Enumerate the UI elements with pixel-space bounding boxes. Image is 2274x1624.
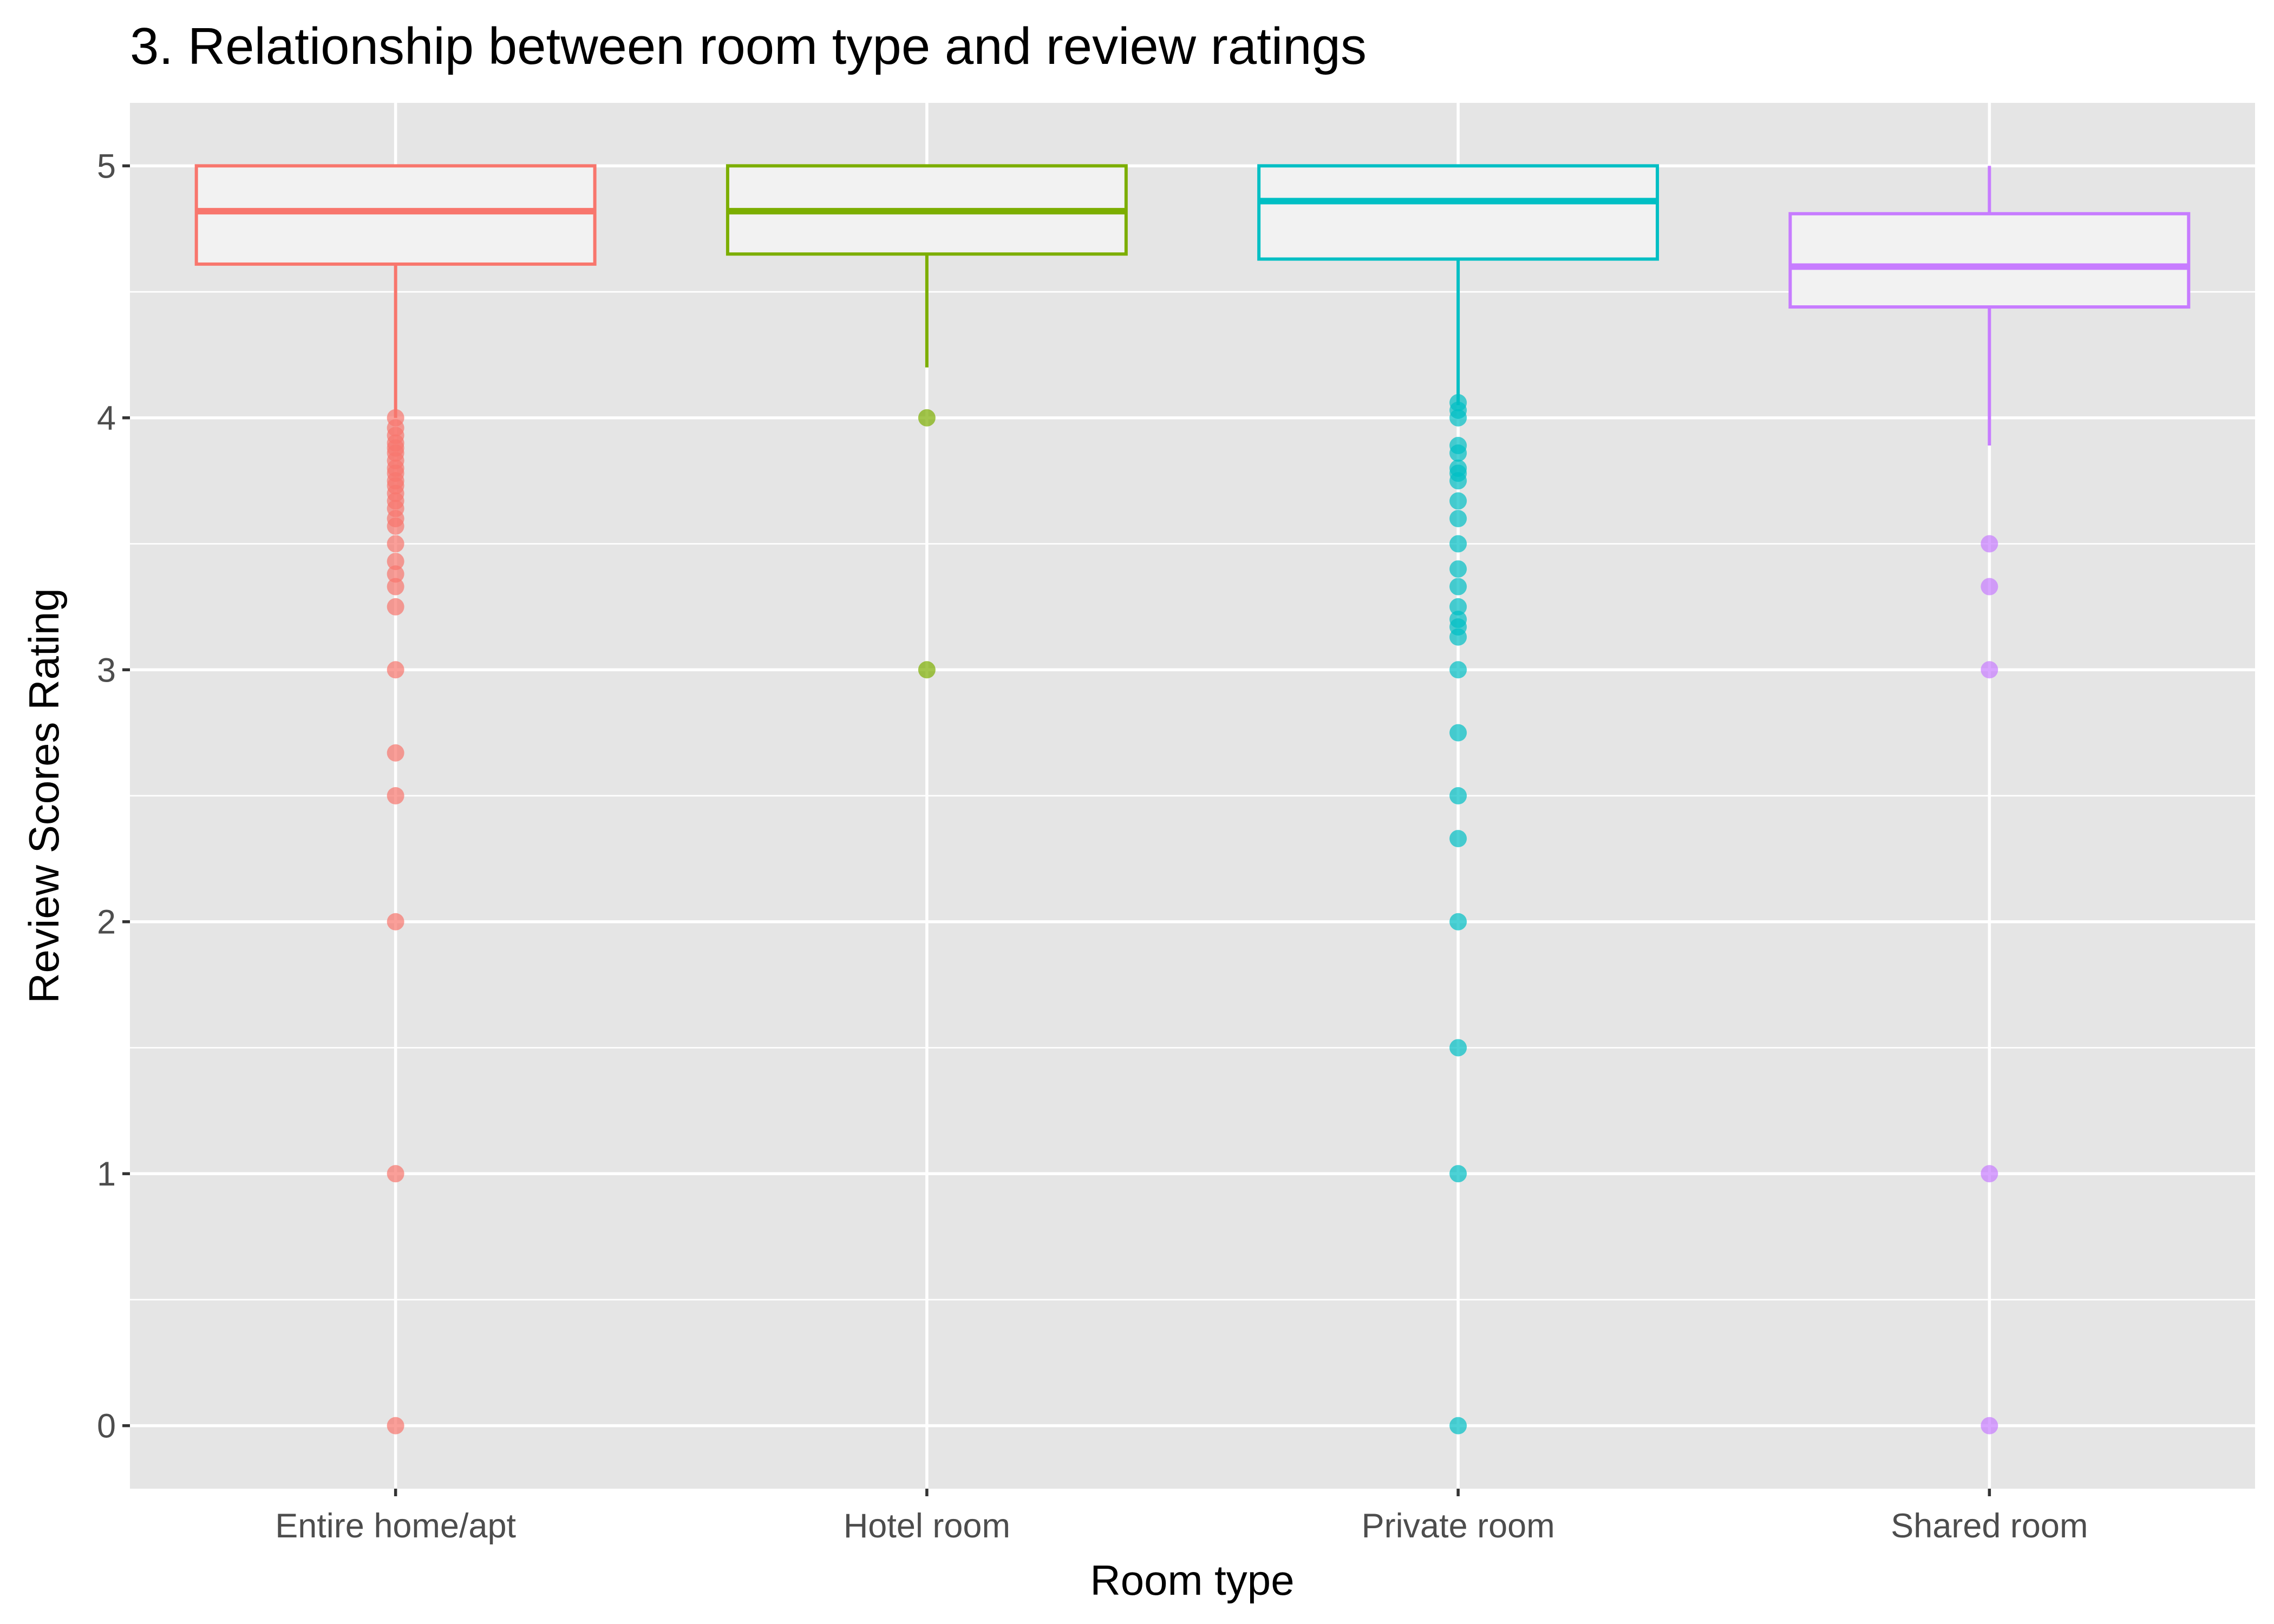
outlier-point: [1449, 830, 1467, 848]
outlier-point: [387, 565, 404, 583]
boxplots: [194, 164, 2191, 1435]
x-axis-title: Room type: [1090, 1556, 1294, 1604]
outlier-point: [1449, 1417, 1467, 1435]
outlier-point: [1449, 472, 1467, 490]
y-tick-label: 1: [97, 1155, 116, 1193]
outlier-point: [1449, 724, 1467, 742]
outlier-point: [387, 1417, 404, 1435]
box-iqr: [1788, 212, 2191, 309]
chart-title: 3. Relationship between room type and re…: [130, 17, 1367, 75]
y-tick-label: 0: [97, 1407, 116, 1445]
outlier-point: [1449, 535, 1467, 553]
x-axis: Entire home/apt Hotel room Private room Sha…: [275, 1489, 2088, 1545]
outlier-point: [1449, 628, 1467, 646]
outlier-point: [918, 661, 936, 679]
outlier-point: [1981, 1417, 1998, 1435]
outlier-point: [387, 578, 404, 595]
outlier-point: [387, 598, 404, 615]
box-iqr: [1257, 164, 1659, 261]
x-tick-label: Entire home/apt: [275, 1507, 516, 1545]
box-iqr: [194, 164, 597, 266]
outlier-point: [387, 787, 404, 804]
outlier-point: [387, 744, 404, 762]
outlier-point: [387, 517, 404, 535]
outlier-point: [387, 913, 404, 931]
outlier-point: [387, 1165, 404, 1183]
outlier-point: [1449, 787, 1467, 804]
outlier-point: [1449, 578, 1467, 595]
outlier-point: [1449, 510, 1467, 527]
outlier-point: [1449, 444, 1467, 462]
y-tick-label: 5: [97, 147, 116, 185]
y-axis-title: Review Scores Rating: [20, 588, 68, 1003]
outlier-point: [1981, 1165, 1998, 1183]
outlier-point: [1981, 535, 1998, 553]
outlier-point: [1449, 598, 1467, 615]
outlier-point: [918, 409, 936, 427]
x-tick-label: Shared room: [1891, 1507, 2088, 1545]
outlier-point: [1449, 560, 1467, 578]
boxplot-hotel-room: [726, 164, 1128, 679]
outlier-point: [1449, 913, 1467, 931]
x-tick-label: Hotel room: [844, 1507, 1010, 1545]
outlier-point: [387, 661, 404, 679]
boxplot-entire-home-apt: [194, 164, 597, 1435]
outlier-point: [1449, 409, 1467, 427]
outlier-point: [1449, 492, 1467, 510]
outlier-point: [1449, 1165, 1467, 1183]
outlier-point: [1449, 1039, 1467, 1057]
outlier-point: [1981, 661, 1998, 679]
y-axis: 0 1 2 3 4 5: [97, 147, 130, 1445]
boxplot-shared-room: [1788, 166, 2191, 1435]
x-tick-label: Private room: [1362, 1507, 1555, 1545]
y-tick-label: 4: [97, 400, 116, 437]
outlier-point: [387, 553, 404, 571]
y-tick-label: 2: [97, 903, 116, 941]
boxplot-private-room: [1257, 164, 1659, 1435]
y-tick-label: 3: [97, 651, 116, 689]
outlier-point: [1981, 578, 1998, 595]
outlier-point: [387, 535, 404, 553]
outlier-point: [1449, 661, 1467, 679]
